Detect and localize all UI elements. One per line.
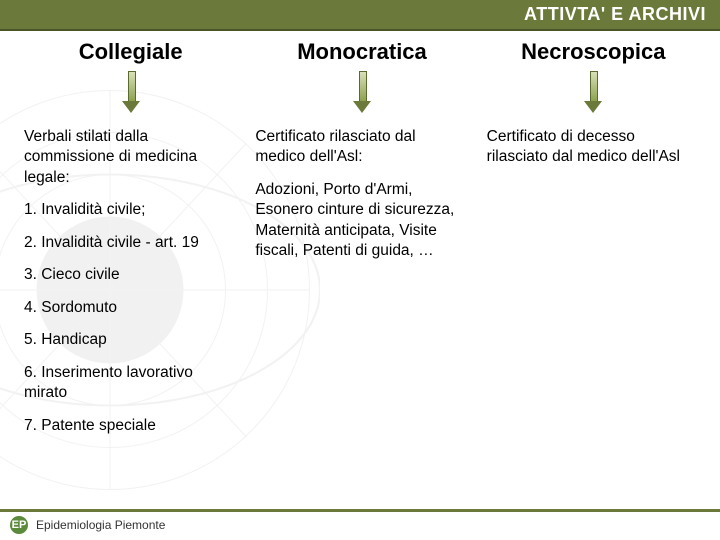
column-monocratica: Monocratica Certificato rilasciato dal m… — [255, 39, 468, 448]
header-bar: ATTIVTA' E ARCHIVI — [0, 0, 720, 31]
column-collegiale: Collegiale Verbali stilati dalla commiss… — [24, 39, 237, 448]
column-necroscopica: Necroscopica Certificato di decesso rila… — [487, 39, 700, 448]
main-content: Collegiale Verbali stilati dalla commiss… — [0, 31, 720, 448]
col2-intro: Certificato rilasciato dal medico dell'A… — [255, 127, 468, 168]
col1-item-7: 7. Patente speciale — [24, 416, 237, 436]
arrow-down-icon — [24, 71, 237, 113]
column-title-necroscopica: Necroscopica — [487, 39, 700, 65]
column-body-monocratica: Certificato rilasciato dal medico dell'A… — [255, 127, 468, 274]
col1-item-3: 3. Cieco civile — [24, 265, 237, 285]
col1-item-5: 5. Handicap — [24, 330, 237, 350]
col1-intro: Verbali stilati dalla commissione di med… — [24, 127, 237, 188]
column-title-monocratica: Monocratica — [255, 39, 468, 65]
col1-item-2: 2. Invalidità civile - art. 19 — [24, 233, 237, 253]
column-body-necroscopica: Certificato di decesso rilasciato dal me… — [487, 127, 700, 180]
col3-intro: Certificato di decesso rilasciato dal me… — [487, 127, 700, 168]
arrow-down-icon — [487, 71, 700, 113]
header-title: ATTIVTA' E ARCHIVI — [524, 4, 706, 24]
column-title-collegiale: Collegiale — [24, 39, 237, 65]
col1-item-4: 4. Sordomuto — [24, 298, 237, 318]
col1-item-6: 6. Inserimento lavorativo mirato — [24, 363, 237, 404]
footer-logo-icon: EP — [10, 516, 28, 534]
col2-detail: Adozioni, Porto d'Armi, Esonero cinture … — [255, 180, 468, 262]
footer-label: Epidemiologia Piemonte — [36, 518, 165, 532]
arrow-down-icon — [255, 71, 468, 113]
column-body-collegiale: Verbali stilati dalla commissione di med… — [24, 127, 237, 448]
footer: EP Epidemiologia Piemonte — [0, 509, 720, 540]
col1-item-1: 1. Invalidità civile; — [24, 200, 237, 220]
